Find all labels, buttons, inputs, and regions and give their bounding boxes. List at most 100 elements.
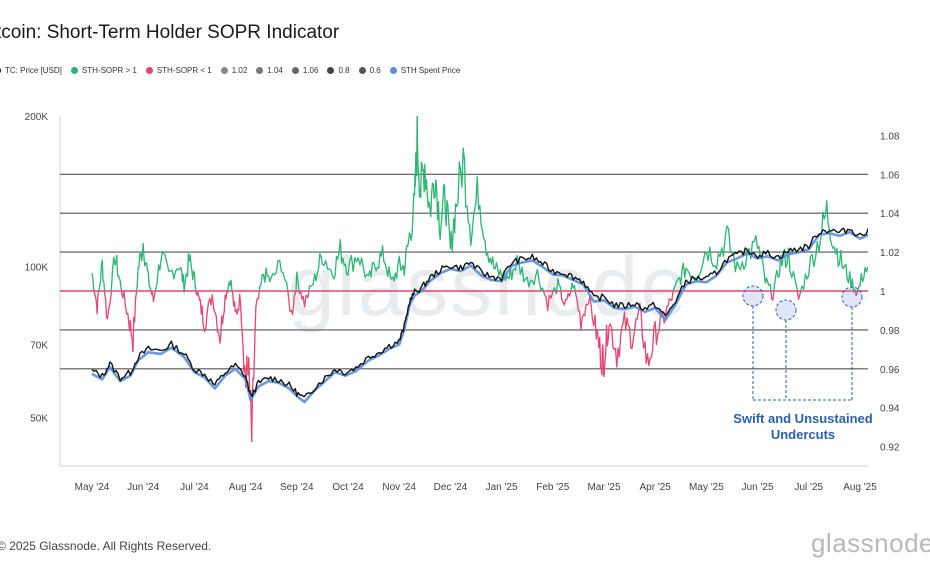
sopr-segment: [879, 263, 880, 269]
sopr-segment: [223, 294, 226, 312]
sopr-segment: [783, 248, 787, 268]
y-right-tick-label: 0.98: [880, 326, 900, 337]
sopr-segment: [640, 311, 644, 338]
sopr-segment: [688, 272, 692, 280]
sopr-segment: [875, 269, 876, 282]
legend-item-price[interactable]: TC: Price [USD]: [0, 66, 62, 75]
legend-label: STH-SOPR > 1: [81, 65, 137, 75]
sopr-segment: [201, 305, 204, 324]
sopr-segment: [372, 261, 376, 268]
x-tick-label: Nov '24: [382, 482, 416, 493]
copyright-label: 2025 Glassnode. All Rights Reserved.: [9, 539, 212, 553]
sopr-segment: [159, 259, 162, 271]
sopr-segment: [91, 273, 94, 279]
sopr-segment: [466, 205, 469, 223]
legend-label: STH Spent Price: [400, 65, 461, 75]
legend-item-1-06[interactable]: 1.06: [291, 66, 318, 75]
sopr-segment: [606, 337, 609, 347]
sopr-segment: [241, 332, 244, 347]
sopr-segment: [456, 201, 459, 208]
sopr-segment: [797, 292, 801, 300]
sopr-segment: [420, 161, 423, 198]
sopr-segment: [736, 261, 740, 268]
sopr-segment: [202, 321, 205, 330]
sopr-segment: [361, 257, 365, 269]
sopr-segment: [826, 200, 829, 224]
sopr-segment: [806, 274, 810, 280]
sopr-segment: [491, 256, 495, 270]
sopr-segment: [448, 220, 451, 235]
sopr-segment: [439, 226, 442, 240]
sopr-segment: [550, 290, 554, 299]
sopr-segment: [342, 257, 345, 266]
sopr-segment: [225, 290, 228, 300]
sopr-segment: [803, 273, 807, 290]
sopr-segment: [603, 362, 606, 377]
sopr-segment: [227, 283, 230, 292]
sopr-segment: [416, 116, 419, 159]
sopr-segment: [481, 229, 485, 239]
sopr-segment: [164, 254, 167, 261]
sopr-segment: [499, 269, 503, 277]
sopr-segment: [576, 299, 580, 312]
legend-item-sopr-above[interactable]: STH-SOPR > 1: [70, 65, 137, 75]
sopr-segment: [667, 298, 670, 307]
sopr-segment: [275, 260, 279, 274]
sopr-segment: [655, 333, 659, 346]
sopr-segment: [333, 274, 336, 280]
sopr-segment: [563, 298, 567, 306]
sopr-segment: [430, 193, 433, 218]
sopr-segment: [474, 201, 477, 210]
sopr-segment: [395, 263, 399, 280]
x-tick-label: Sep '24: [280, 482, 314, 493]
legend-item-spent-price[interactable]: STH Spent Price: [389, 65, 461, 75]
sopr-segment: [648, 357, 651, 367]
sopr-segment: [428, 201, 431, 210]
sopr-segment: [145, 262, 149, 272]
sopr-segment: [334, 255, 338, 276]
sopr-segment: [337, 252, 340, 260]
sopr-segment: [878, 263, 879, 271]
sopr-segment: [476, 176, 480, 210]
sopr-segment: [316, 267, 320, 275]
sopr-segment: [644, 341, 647, 364]
sopr-segment: [230, 279, 233, 292]
legend-item-1-02[interactable]: 1.02: [220, 66, 247, 75]
sopr-segment: [183, 282, 186, 292]
sopr-segment: [135, 284, 138, 292]
legend-item-0-6[interactable]: 0.6: [358, 66, 381, 75]
annotation-layer: [742, 285, 863, 401]
sopr-segment: [457, 161, 461, 203]
legend-dot-icon: [70, 66, 78, 74]
sopr-segment: [109, 293, 112, 305]
grid-layer: [59, 116, 868, 467]
sopr-segment: [155, 281, 158, 290]
sopr-segment: [198, 295, 201, 301]
sopr-segment: [547, 294, 551, 311]
sopr-segment: [430, 182, 434, 195]
sopr-segment: [407, 240, 410, 247]
sopr-segment: [308, 285, 311, 292]
legend-item-0-8[interactable]: 0.8: [327, 66, 350, 75]
sopr-segment: [285, 281, 289, 292]
sopr-segment: [813, 256, 817, 267]
sopr-segment: [417, 170, 420, 180]
sopr-segment: [166, 264, 170, 272]
legend-item-1-04[interactable]: 1.04: [256, 66, 283, 75]
sopr-segment: [205, 311, 208, 329]
sopr-segment: [279, 259, 283, 273]
sopr-segment: [443, 183, 446, 212]
sopr-segment: [776, 269, 779, 278]
page-title: tcoin: Short-Term Holder SOPR Indicator: [0, 22, 340, 43]
legend-item-sopr-below[interactable]: STH-SOPR < 1: [145, 66, 212, 75]
sopr-segment: [411, 219, 414, 235]
sopr-segment: [710, 261, 714, 267]
sopr-segment: [734, 261, 738, 273]
annotation-line-1: Swift and Unsustained: [733, 411, 873, 426]
x-tick-label: Aug '25: [843, 482, 877, 493]
legend-dot-icon: [358, 66, 366, 74]
sopr-segment: [193, 272, 196, 288]
legend-dot-icon: [327, 66, 335, 74]
sopr-segment: [221, 315, 225, 325]
